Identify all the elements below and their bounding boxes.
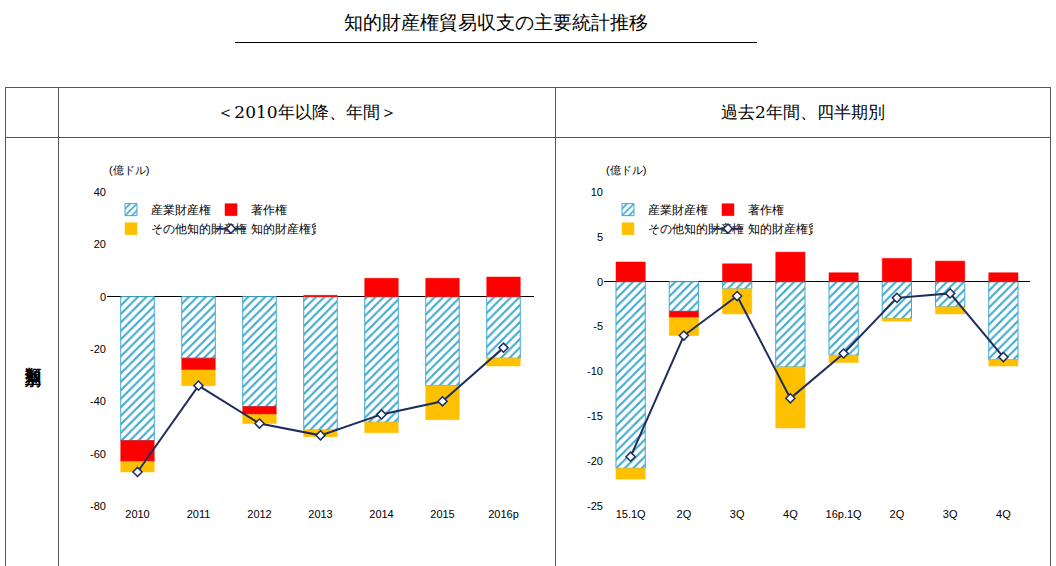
svg-text:2016p: 2016p (488, 508, 519, 520)
svg-text:-5: -5 (593, 320, 603, 332)
svg-text:2014: 2014 (369, 508, 393, 520)
svg-text:-25: -25 (587, 500, 603, 512)
svg-text:-15: -15 (587, 410, 603, 422)
svg-text:-60: -60 (90, 448, 106, 460)
svg-text:2010: 2010 (125, 508, 149, 520)
svg-text:-10: -10 (587, 365, 603, 377)
svg-text:その他知的財産権: その他知的財産権 (151, 222, 247, 236)
svg-text:2012: 2012 (247, 508, 271, 520)
svg-text:3Q: 3Q (730, 508, 745, 520)
svg-text:10: 10 (591, 186, 603, 198)
svg-text:2011: 2011 (187, 508, 211, 520)
svg-text:0: 0 (100, 291, 106, 303)
svg-text:産業財産権: 産業財産権 (151, 203, 211, 217)
svg-text:2Q: 2Q (677, 508, 692, 520)
svg-text:20: 20 (94, 238, 106, 250)
html-text:知的財産権貿易収支の主要統計推移: 知的財産権貿易収支の主要統計推移 (344, 11, 648, 33)
svg-text:知的財産権貿易収支: 知的財産権貿易収支 (251, 222, 316, 236)
svg-text:2Q: 2Q (890, 508, 905, 520)
svg-text:-80: -80 (90, 500, 106, 512)
svg-text:著作権: 著作権 (251, 203, 287, 217)
html-text:＜2010年以降、年間＞: ＜2010年以降、年間＞ (217, 102, 397, 122)
svg-text:産業財産権: 産業財産権 (648, 203, 708, 217)
svg-text:16p.1Q: 16p.1Q (826, 508, 863, 520)
html-text:類型別: 類型別 (23, 354, 43, 360)
svg-text:3Q: 3Q (943, 508, 958, 520)
svg-text:4Q: 4Q (996, 508, 1011, 520)
svg-text:0: 0 (597, 276, 603, 288)
html-text:過去2年間、四半期別: 過去2年間、四半期別 (721, 102, 885, 122)
svg-text:知的財産権貿易収支: 知的財産権貿易収支 (748, 222, 813, 236)
svg-text:15.1Q: 15.1Q (616, 508, 646, 520)
svg-text:-20: -20 (587, 455, 603, 467)
svg-text:(億ドル): (億ドル) (606, 164, 646, 176)
svg-text:-40: -40 (90, 395, 106, 407)
svg-text:2013: 2013 (308, 508, 332, 520)
svg-text:(億ドル): (億ドル) (109, 164, 149, 176)
svg-text:その他知的財産権: その他知的財産権 (648, 222, 744, 236)
svg-text:-20: -20 (90, 343, 106, 355)
svg-text:著作権: 著作権 (748, 203, 784, 217)
svg-text:40: 40 (94, 186, 106, 198)
svg-text:5: 5 (597, 231, 603, 243)
svg-text:2015: 2015 (430, 508, 454, 520)
svg-text:4Q: 4Q (783, 508, 798, 520)
